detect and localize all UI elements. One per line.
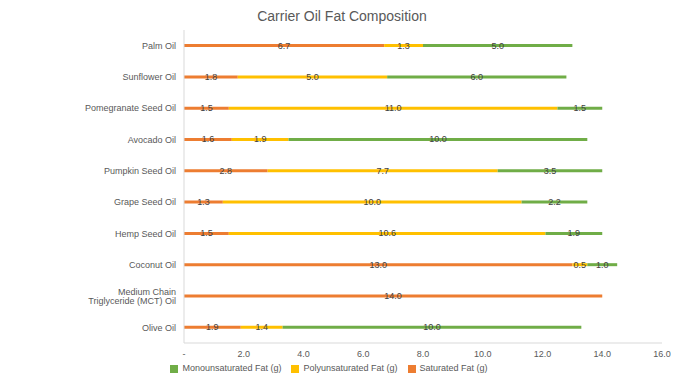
- svg-text:Sunflower Oil: Sunflower Oil: [122, 72, 176, 82]
- svg-text:16.0: 16.0: [653, 349, 671, 359]
- svg-text:1.4: 1.4: [255, 322, 268, 332]
- svg-text:5.0: 5.0: [306, 72, 319, 82]
- svg-text:7.7: 7.7: [376, 166, 389, 176]
- svg-text:6.7: 6.7: [278, 41, 291, 51]
- svg-text:2.2: 2.2: [548, 197, 561, 207]
- svg-text:12.0: 12.0: [534, 349, 552, 359]
- svg-text:Palm Oil: Palm Oil: [142, 41, 176, 51]
- svg-text:-: -: [183, 349, 186, 359]
- html-text:Monounsaturated Fat (g): Monounsaturated Fat (g): [182, 363, 282, 373]
- svg-text:1.6: 1.6: [202, 134, 215, 144]
- svg-text:4.0: 4.0: [297, 349, 310, 359]
- svg-text:10.0: 10.0: [363, 197, 381, 207]
- svg-text:Medium ChainTriglyceride (MCT): Medium ChainTriglyceride (MCT) Oil: [88, 287, 176, 306]
- svg-text:11.0: 11.0: [385, 103, 402, 113]
- svg-text:1.3: 1.3: [397, 41, 410, 51]
- svg-text:10.6: 10.6: [378, 228, 396, 238]
- svg-text:8.0: 8.0: [417, 349, 430, 359]
- svg-text:6.0: 6.0: [357, 349, 370, 359]
- svg-text:0.5: 0.5: [574, 260, 587, 270]
- svg-text:6.0: 6.0: [471, 72, 484, 82]
- svg-text:1.5: 1.5: [200, 228, 213, 238]
- svg-text:1.9: 1.9: [206, 322, 219, 332]
- svg-text:Hemp Seed Oil: Hemp Seed Oil: [115, 229, 176, 239]
- svg-text:10.0: 10.0: [423, 322, 441, 332]
- svg-text:10.0: 10.0: [474, 349, 492, 359]
- svg-text:Olive Oil: Olive Oil: [142, 323, 176, 333]
- svg-text:Grape Seed Oil: Grape Seed Oil: [114, 197, 176, 207]
- svg-text:1.0: 1.0: [596, 260, 609, 270]
- svg-text:Pomegranate Seed Oil: Pomegranate Seed Oil: [85, 103, 176, 113]
- svg-text:2.8: 2.8: [220, 166, 233, 176]
- svg-text:Coconut Oil: Coconut Oil: [129, 260, 176, 270]
- svg-text:1.9: 1.9: [568, 228, 581, 238]
- svg-text:2.0: 2.0: [237, 349, 250, 359]
- svg-text:10.0: 10.0: [429, 134, 447, 144]
- svg-text:1.5: 1.5: [200, 103, 213, 113]
- html-text:Polyunsaturated Fat (g): Polyunsaturated Fat (g): [303, 363, 398, 373]
- svg-text:3.5: 3.5: [544, 166, 557, 176]
- svg-text:1.8: 1.8: [205, 72, 218, 82]
- svg-text:1.9: 1.9: [254, 134, 267, 144]
- svg-text:1.5: 1.5: [574, 103, 587, 113]
- svg-text:Avocado Oil: Avocado Oil: [128, 135, 176, 145]
- svg-text:14.0: 14.0: [384, 291, 402, 301]
- svg-text:1.3: 1.3: [197, 197, 210, 207]
- html-text:Saturated Fat (g): Saturated Fat (g): [419, 363, 488, 373]
- html-text:Carrier Oil Fat Composition: Carrier Oil Fat Composition: [257, 8, 427, 24]
- svg-text:13.0: 13.0: [369, 260, 387, 270]
- svg-text:14.0: 14.0: [593, 349, 611, 359]
- svg-text:5.0: 5.0: [491, 41, 504, 51]
- svg-text:Pumpkin Seed Oil: Pumpkin Seed Oil: [104, 166, 176, 176]
